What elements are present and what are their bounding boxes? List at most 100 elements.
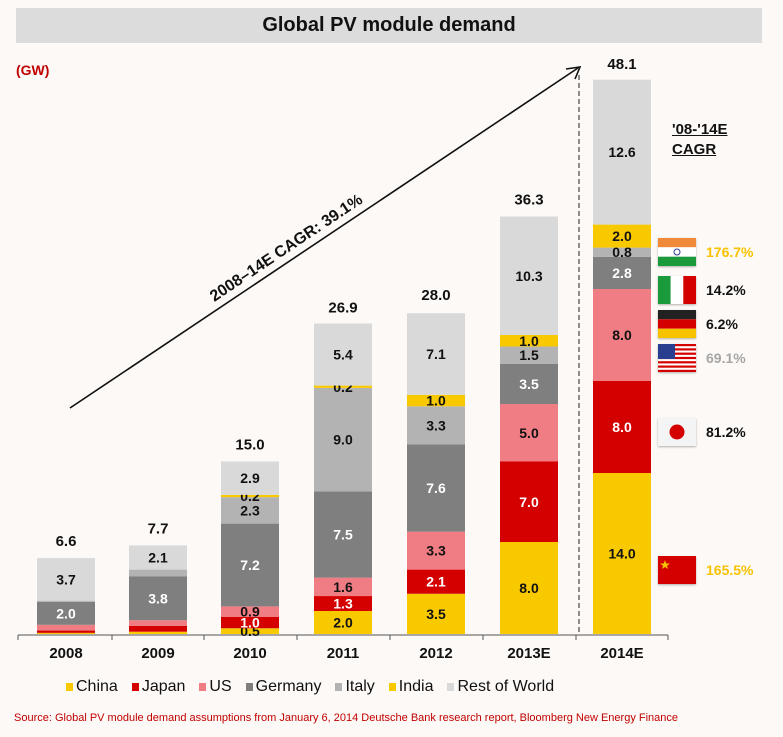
bar-stack-2013E: 8.0 7.0 5.0 3.5 1.51.0 10.3 — [500, 216, 558, 634]
segment-label: 2.0 — [56, 605, 76, 621]
legend-label: Rest of World — [457, 678, 555, 695]
segment-label: 2.9 — [240, 470, 260, 486]
total-label: 6.6 — [56, 533, 77, 550]
category-label: 2012 — [419, 645, 452, 662]
bar-segment-india — [500, 335, 558, 347]
segment-label: 2.3 — [240, 502, 260, 518]
japan-flag-icon — [658, 418, 696, 446]
legend-item-japan: Japan — [131, 678, 186, 696]
cagr-value: 165.5% — [706, 562, 754, 578]
trend-arrow — [69, 67, 579, 409]
bar-stack-2012: 3.5 2.1 3.3 7.6 3.3 1.0 7.1 — [407, 313, 465, 634]
legend-swatch — [335, 683, 343, 691]
legend-swatch — [199, 683, 207, 691]
legend-label: India — [398, 678, 434, 695]
bar-segment-rest-of-world — [407, 313, 465, 395]
bar-segment-italy — [314, 387, 372, 492]
bar-segment-japan — [37, 630, 95, 633]
total-label: 7.7 — [148, 520, 169, 537]
segment-label: 8.0 — [519, 580, 539, 596]
cagr-value: 81.2% — [706, 424, 746, 440]
bar-segment-germany — [407, 444, 465, 532]
bar-segment-rest-of-world — [314, 323, 372, 386]
segment-label: 7.1 — [426, 346, 446, 362]
bar-segment-germany — [37, 601, 95, 625]
bar-segment-us — [407, 531, 465, 570]
cagr-row-italy: 14.2% — [658, 276, 746, 304]
segment-label: 3.7 — [56, 571, 76, 587]
china-flag-icon — [658, 556, 696, 584]
cagr-row-us: 69.1% — [658, 344, 746, 372]
legend-item-rest-of-world: Rest of World — [447, 678, 554, 696]
bar-segment-italy — [221, 497, 279, 524]
cagr-header: '08-'14E CAGR — [672, 120, 728, 160]
segment-label: 5.0 — [519, 425, 539, 441]
total-label: 48.1 — [607, 56, 636, 73]
cagr-row-germany: 6.2% — [658, 310, 738, 338]
bar-segment-us — [221, 606, 279, 617]
segment-label: 1.3 — [333, 596, 353, 612]
bar-segment-india — [221, 494, 279, 498]
bar-segment-india — [593, 224, 651, 248]
legend-label: Japan — [141, 678, 186, 695]
segment-label: 8.0 — [612, 419, 632, 435]
legend-swatch — [131, 683, 139, 691]
segment-label: 7.2 — [240, 557, 260, 573]
bar-segment-germany — [129, 576, 187, 621]
segment-label: 2.1 — [148, 550, 168, 566]
arrow-head-icon — [565, 66, 582, 80]
legend-item-india: India — [388, 678, 434, 696]
bar-segment-japan — [500, 461, 558, 542]
bar-segment-us — [37, 624, 95, 631]
category-label: 2009 — [141, 645, 174, 662]
segment-label: 1.0 — [240, 615, 260, 631]
bar-segment-rest-of-world — [593, 79, 651, 225]
total-label: 15.0 — [235, 437, 264, 454]
cagr-header-line1: '08-'14E — [672, 121, 728, 138]
segment-label: 10.3 — [515, 268, 542, 284]
bar-segment-us — [314, 577, 372, 597]
bar-segment-us — [129, 620, 187, 626]
bar-segment-china — [314, 611, 372, 634]
bar-segment-japan — [314, 596, 372, 611]
us-flag-icon — [658, 344, 696, 372]
legend-swatch — [245, 683, 253, 691]
segment-label: 2.0 — [612, 228, 632, 244]
total-label: 26.9 — [328, 300, 357, 317]
italy-flag-icon — [658, 276, 696, 304]
cagr-value: 14.2% — [706, 282, 746, 298]
cagr-value: 69.1% — [706, 350, 746, 366]
bar-segment-india — [314, 385, 372, 388]
category-label: 2013E — [507, 645, 550, 662]
chart-title: Global PV module demand — [16, 8, 762, 43]
category-label: 2014E — [600, 645, 643, 662]
bar-segment-italy — [593, 247, 651, 257]
bar-segment-china — [221, 628, 279, 634]
bar-segment-rest-of-world — [221, 461, 279, 495]
segment-label: 5.4 — [333, 347, 353, 363]
cagr-value: 176.7% — [706, 244, 754, 260]
legend-item-us: US — [199, 678, 232, 696]
legend-label: Italy — [345, 678, 375, 695]
bar-segment-germany — [593, 256, 651, 289]
trend-label: 2008–14E CAGR: 39.1% — [207, 191, 366, 305]
segment-label: 8.0 — [612, 327, 632, 343]
segment-label: 3.3 — [426, 543, 446, 559]
bar-segment-japan — [221, 616, 279, 629]
bar-segment-italy — [37, 600, 95, 602]
legend-item-germany: Germany — [245, 678, 322, 696]
segment-label: 12.6 — [608, 144, 635, 160]
cagr-row-japan: 81.2% — [658, 418, 746, 446]
bar-segment-japan — [593, 381, 651, 473]
bar-segment-germany — [500, 363, 558, 404]
legend-label: US — [209, 678, 232, 695]
segment-label: 14.0 — [608, 546, 635, 562]
cagr-header-line2: CAGR — [672, 141, 717, 158]
segment-label: 3.5 — [519, 376, 539, 392]
bar-segment-rest-of-world — [37, 558, 95, 601]
bar-segment-china — [37, 632, 95, 634]
category-label: 2010 — [233, 645, 266, 662]
cagr-row-china: 165.5% — [658, 556, 753, 584]
legend-label: Germany — [255, 678, 322, 695]
